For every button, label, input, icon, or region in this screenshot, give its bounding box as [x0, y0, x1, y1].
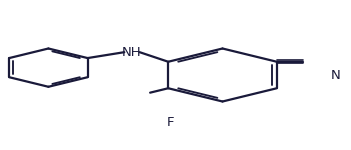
Text: NH: NH	[122, 46, 142, 59]
Text: N: N	[330, 69, 340, 82]
Text: F: F	[166, 116, 174, 129]
